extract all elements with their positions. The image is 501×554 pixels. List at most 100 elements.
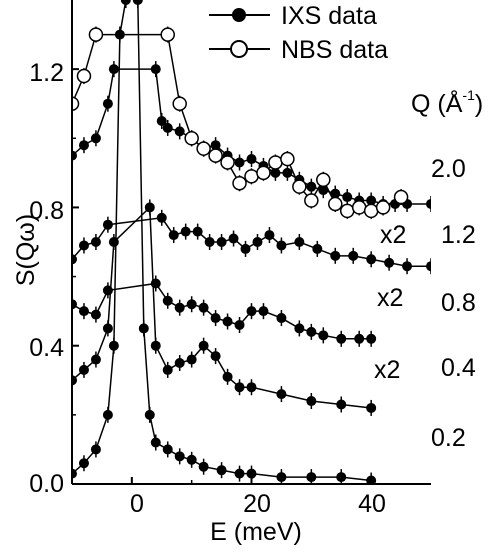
data-point [328, 196, 343, 212]
data-point [282, 167, 293, 178]
data-point [162, 444, 173, 455]
data-point [198, 340, 209, 351]
data-point [204, 237, 215, 247]
data-point [276, 472, 287, 483]
x-tick-label-0: 0 [130, 490, 144, 518]
data-point [426, 198, 431, 209]
data-point [132, 0, 143, 5]
data-point [252, 237, 263, 247]
data-point [102, 285, 113, 296]
q-value-1.2: 1.2 [441, 221, 476, 249]
data-point [330, 188, 341, 199]
data-point [78, 240, 89, 251]
scale-label-1.2: x2 [380, 221, 406, 249]
data-point [351, 200, 367, 215]
series-line [72, 282, 372, 340]
data-point [366, 402, 377, 413]
y-tick-label-0.8: 0.8 [29, 197, 64, 225]
data-point [366, 254, 377, 265]
data-point [90, 444, 101, 455]
data-point [108, 340, 119, 351]
q-header-close: ) [475, 90, 483, 118]
data-point [210, 313, 221, 324]
data-point [168, 230, 179, 241]
data-point [270, 167, 281, 178]
data-point [222, 371, 233, 382]
data-point [144, 409, 155, 420]
data-point [246, 306, 257, 317]
legend-label-nbs: NBS data [281, 36, 388, 64]
q-value-0.4: 0.4 [441, 354, 476, 382]
data-point [216, 465, 227, 476]
legend-marker-nbs [230, 40, 248, 58]
data-point [174, 126, 185, 137]
data-point [72, 96, 80, 111]
scale-label-0.8: x2 [377, 284, 403, 312]
data-point [90, 133, 101, 144]
q-header-text: Q (Å [411, 88, 463, 118]
data-point [228, 233, 239, 244]
q-header-sup: -1 [462, 87, 475, 103]
data-point [144, 202, 155, 213]
data-point [264, 230, 275, 241]
data-point [186, 354, 197, 365]
data-point [375, 200, 391, 215]
data-point [336, 399, 347, 410]
data-point [306, 396, 317, 407]
data-point [198, 302, 209, 313]
data-point [318, 185, 329, 196]
data-point [72, 254, 77, 265]
data-point [256, 165, 271, 181]
series-ixs-q-0.4 [72, 199, 377, 416]
data-point [234, 319, 245, 330]
data-point [72, 150, 77, 161]
y-tick-label-1.2: 1.2 [29, 59, 64, 87]
data-point [294, 237, 305, 247]
data-point [174, 358, 185, 368]
series-ixs-q-2.0 [72, 61, 431, 212]
data-point [312, 243, 323, 254]
data-point [348, 250, 359, 261]
data-point [162, 364, 173, 375]
series-line [72, 216, 431, 267]
y-tick-label-0.0: 0.0 [29, 470, 64, 498]
series-nbs-q-2.0 [72, 26, 409, 219]
data-point [306, 472, 317, 483]
legend-marker-ixs [232, 8, 246, 22]
data-point [76, 68, 92, 84]
data-point [102, 219, 113, 230]
data-point [210, 351, 221, 362]
data-point [186, 299, 197, 310]
data-point [246, 382, 257, 393]
data-point [393, 189, 409, 205]
series-ixs-q-1.2 [72, 209, 431, 275]
data-point [304, 193, 319, 208]
data-point [108, 64, 119, 75]
data-point [162, 295, 173, 306]
data-point [208, 148, 223, 163]
data-point [316, 172, 331, 188]
data-point [339, 203, 355, 219]
data-point [234, 468, 245, 479]
data-point [88, 27, 104, 42]
data-point [306, 326, 317, 337]
data-point [180, 226, 191, 237]
data-point [156, 212, 167, 223]
legend-label-ixs: IXS data [281, 2, 377, 30]
data-point [150, 437, 161, 448]
data-point [174, 302, 185, 313]
data-point [268, 155, 283, 170]
data-point [216, 237, 227, 247]
data-point [138, 323, 149, 334]
data-point [210, 140, 221, 151]
q-value-2.0: 2.0 [431, 155, 466, 183]
data-point [244, 169, 259, 184]
data-point [280, 151, 295, 167]
data-point [330, 250, 341, 261]
data-point [246, 154, 257, 165]
data-point [102, 98, 113, 109]
data-point [78, 458, 89, 469]
data-point [276, 389, 287, 400]
data-point [366, 195, 377, 206]
